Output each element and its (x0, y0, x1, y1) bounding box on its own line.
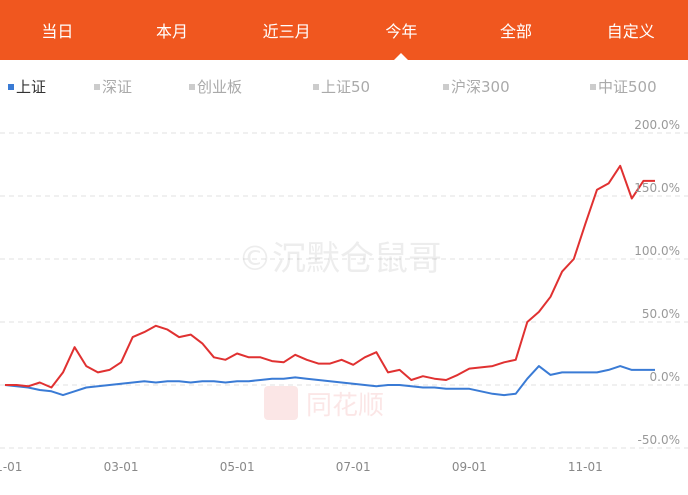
y-tick-label: 200.0% (634, 118, 680, 132)
x-tick-label: 03-01 (104, 460, 139, 474)
legend-item-5[interactable]: 中证500 (590, 76, 657, 97)
series-line-1 (4, 365, 655, 397)
x-tick-label: 05-01 (220, 460, 255, 474)
watermark-logo-icon (264, 386, 298, 420)
tab-3[interactable]: 今年 (344, 0, 459, 61)
x-tick-label: 01-01 (0, 460, 22, 474)
x-tick-label: 07-01 (336, 460, 371, 474)
legend-label: 上证 (16, 78, 47, 96)
y-tick-label: -50.0% (638, 433, 680, 447)
watermark-brand: 同花顺 (306, 391, 384, 421)
legend-item-3[interactable]: 上证50 (313, 76, 370, 97)
legend-swatch (443, 83, 449, 90)
tab-1[interactable]: 本月 (156, 22, 189, 41)
tab-5[interactable]: 自定义 (606, 22, 655, 41)
legend-swatch (313, 83, 319, 90)
x-tick-label: 11-01 (568, 460, 603, 474)
legend-item-4[interactable]: 沪深300 (443, 76, 510, 97)
y-tick-label: 150.0% (634, 181, 680, 195)
legend-label: 深证 (102, 78, 133, 96)
tab-0[interactable]: 当日 (41, 22, 74, 41)
y-tick-label: 50.0% (642, 307, 680, 321)
y-tick-label: 100.0% (634, 244, 680, 258)
series-line-0 (5, 164, 655, 389)
legend-swatch (94, 83, 100, 90)
legend-item-1[interactable]: 深证 (94, 76, 132, 97)
watermark-text: ©沉默仓鼠哥 (238, 239, 442, 279)
x-tick-label: 09-01 (452, 460, 487, 474)
legend-label: 中证500 (598, 78, 657, 96)
legend-label: 上证50 (321, 78, 371, 96)
legend-item-2[interactable]: 创业板 (189, 76, 242, 97)
index-legend: 上证 深证 创业板 上证50 沪深300 中证500 (0, 76, 688, 102)
legend-swatch (8, 83, 14, 90)
legend-item-0[interactable]: 上证 (8, 76, 46, 97)
legend-swatch (590, 83, 596, 90)
legend-swatch (189, 83, 195, 90)
legend-label: 创业板 (197, 78, 243, 96)
y-tick-label: 0.0% (650, 370, 681, 384)
tab-4[interactable]: 全部 (500, 22, 533, 41)
legend-label: 沪深300 (451, 78, 510, 96)
period-tabs: 当日 本月 近三月 今年 全部 自定义 (0, 0, 688, 61)
tab-2[interactable]: 近三月 (262, 22, 311, 41)
